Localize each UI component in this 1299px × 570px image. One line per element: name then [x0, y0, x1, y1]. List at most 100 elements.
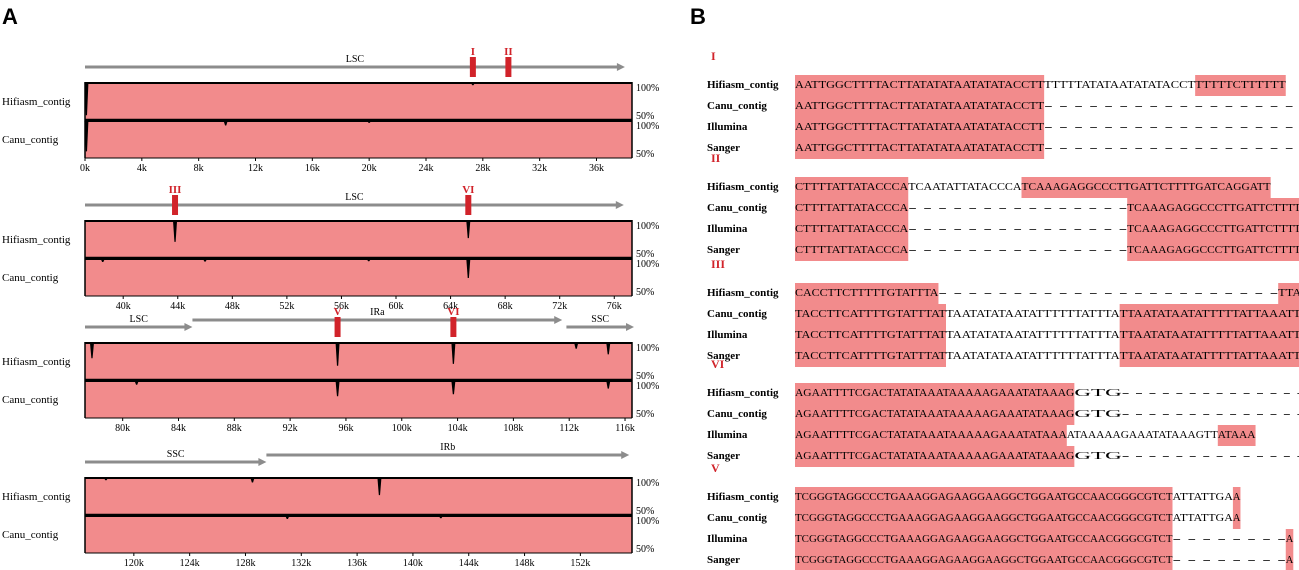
sequence-segment: ATTATTGA [1173, 513, 1234, 524]
sequence-name: Illumina [707, 121, 748, 133]
coverage-area [85, 220, 632, 258]
axis-tick-label: 24k [418, 163, 433, 174]
percent-label-100: 100% [636, 343, 659, 354]
alignment-block: I Hifiasm_contig AATTGGCTTTTACTTATATATAATA… [707, 49, 1299, 159]
conserved-highlight [795, 529, 1173, 550]
coverage-area [85, 515, 632, 553]
alignment-block: III Hifiasm_contig CACCTTCTTTTTGTATTTA - - … [707, 257, 1299, 367]
conserved-highlight [1127, 240, 1299, 261]
percent-label-100: 100% [636, 121, 659, 132]
conserved-highlight [1021, 177, 1271, 198]
coverage-dip [335, 381, 340, 397]
sequence-segment: TTAATATAATATTTTTATTAAATT [1278, 288, 1299, 299]
track-name: Hifiasm_contig [2, 96, 71, 108]
sequence-segment: AATTGGCTTTTACTTATATATAATATATACCTT [795, 80, 1045, 91]
percent-label-50: 50% [636, 506, 654, 517]
sequence-segment: TCAAAGAGGCCCTTGATTCTTTTGATCAGGATT [1127, 224, 1299, 235]
alignment-row: Canu_contig AGAATTTTCGACTATATAAATAAAAAGAA… [707, 404, 1299, 425]
coverage-dip [377, 478, 382, 496]
site-marker [469, 57, 476, 77]
alignment-row: Illumina AATTGGCTTTTACTTATATATAATATATACCT… [707, 117, 1299, 138]
percent-label-50: 50% [636, 149, 654, 160]
sequence-name: Canu_contig [707, 512, 767, 524]
sequence-segment: GTG- - - - - - - - - - - - - - - - [1074, 388, 1299, 399]
sequence-segment: A [1233, 513, 1241, 524]
alignment-row: Illumina TACCTTCATTTTGTATTTAT TAATATATAATA… [707, 325, 1299, 346]
alignment-row: Hifiasm_contig AGAATTTTCGACTATATAAATAAAAA… [707, 383, 1299, 404]
sequence-segment: AGAATTTTCGACTATATAAATAAAAAGAAATATAAAG [795, 451, 1075, 462]
sequence-segment: TAATATATAATATTTTTTATTTA [946, 330, 1120, 341]
axis-tick-label: 44k [170, 301, 185, 312]
coverage-dip [366, 259, 371, 262]
percent-label-100: 100% [636, 381, 659, 392]
sequence-name: Illumina [707, 429, 748, 441]
alignment-row: Hifiasm_contig TCGGGTAGGCCCTGAAAGGAGAAGGA… [707, 487, 1241, 508]
sequence-name: Canu_contig [707, 408, 767, 420]
alignment-row: Canu_contig CTTTTATTATACCCA - - - - - - - … [707, 198, 1299, 219]
region-arrowhead [258, 458, 267, 466]
axis-tick-label: 108k [503, 423, 523, 434]
sequence-segment: - - - - - - - - - - - - - - - - - - - - [1044, 122, 1299, 133]
region-label: SSC [591, 314, 609, 325]
conserved-highlight [1127, 219, 1299, 240]
conserved-highlight [1119, 325, 1299, 346]
conserved-highlight [795, 75, 1045, 96]
coverage-dip [470, 83, 475, 86]
sequence-segment: GTG- - - - - - - - - - - - - - - - [1074, 409, 1299, 420]
axis-tick-label: 32k [532, 163, 547, 174]
sequence-segment: ATAAAAAGAAATATAAAGTT [1067, 430, 1219, 441]
region-label: LSC [345, 192, 364, 203]
alignment-block: V Hifiasm_contig TCGGGTAGGCCCTGAAAGGAGAAGG… [707, 461, 1294, 570]
sequence-segment: TCAAAGAGGCCCTTGATTCTTTTGATCAGGATT [1127, 245, 1299, 256]
sequence-name: Sanger [707, 450, 740, 462]
sequence-segment: TCGGGTAGGCCCTGAAAGGAGAAGGAAGGCTGGAATGCCA… [795, 534, 1173, 545]
alignment-row: Sanger TACCTTCATTTTGTATTTAT TAATATATAATATT… [707, 346, 1299, 367]
site-marker-label: VI [462, 184, 474, 196]
sequence-segment: TAATATATAATATTTTTTATTTA [946, 309, 1120, 320]
track-name: Canu_contig [2, 272, 59, 284]
sequence-name: Hifiasm_contig [707, 287, 779, 299]
coverage-dip [173, 221, 178, 242]
sequence-segment: - - - - - - - - - - - - - - - [908, 203, 1128, 214]
site-marker-label: V [334, 306, 342, 318]
conserved-highlight [1195, 75, 1286, 96]
sequence-segment: TCAAAGAGGCCCTTGATTCTTTTGATCAGGATT [1022, 182, 1272, 193]
coverage-dip [466, 221, 471, 239]
conserved-highlight [795, 177, 909, 198]
axis-tick-label: 68k [498, 301, 513, 312]
sequence-segment: TACCTTCATTTTGTATTTAT [795, 351, 947, 362]
coverage-track: Hifiasm_contig 100% 50% [2, 477, 659, 517]
conserved-highlight [1232, 487, 1241, 508]
region-label: SSC [167, 449, 185, 460]
sequence-name: Hifiasm_contig [707, 181, 779, 193]
sequence-segment: AATTGGCTTTTACTTATATATAATATATACCTT [795, 122, 1045, 133]
coverage-dip [223, 121, 228, 126]
sequence-segment: AGAATTTTCGACTATATAAATAAAAAGAAATATAAAG [795, 409, 1075, 420]
sequence-segment: A [1233, 492, 1241, 503]
coverage-area [85, 477, 632, 515]
percent-label-50: 50% [636, 409, 654, 420]
sequence-segment: TACCTTCATTTTGTATTTAT [795, 330, 947, 341]
region-arrowhead [184, 323, 193, 331]
region-arrowhead [615, 201, 624, 209]
axis-tick-label: 12k [248, 163, 263, 174]
axis-tick-label: 48k [225, 301, 240, 312]
coverage-dip [574, 343, 579, 349]
alignment-row: Canu_contig TCGGGTAGGCCCTGAAAGGAGAAGGAAGG… [707, 508, 1241, 529]
coverage-track: Hifiasm_contig 100% 50% [2, 220, 659, 260]
axis-tick-label: 76k [607, 301, 622, 312]
track-name: Hifiasm_contig [2, 234, 71, 246]
sequence-name: Hifiasm_contig [707, 79, 779, 91]
alignment-row: Sanger AATTGGCTTTTACTTATATATAATATATACCTT -… [707, 138, 1299, 159]
coverage-track: Canu_contig 100% 50% [2, 380, 659, 420]
conserved-highlight [1285, 550, 1294, 570]
region-arrowhead [554, 316, 563, 324]
sequence-segment: CTTTTATTATACCCA [795, 224, 909, 235]
sequence-segment: - - - - - - - - - - - - - - - [908, 224, 1128, 235]
coverage-dip [134, 381, 139, 385]
region-label: LSC [346, 54, 365, 65]
region-label: LSC [130, 314, 149, 325]
conserved-highlight [1119, 346, 1299, 367]
